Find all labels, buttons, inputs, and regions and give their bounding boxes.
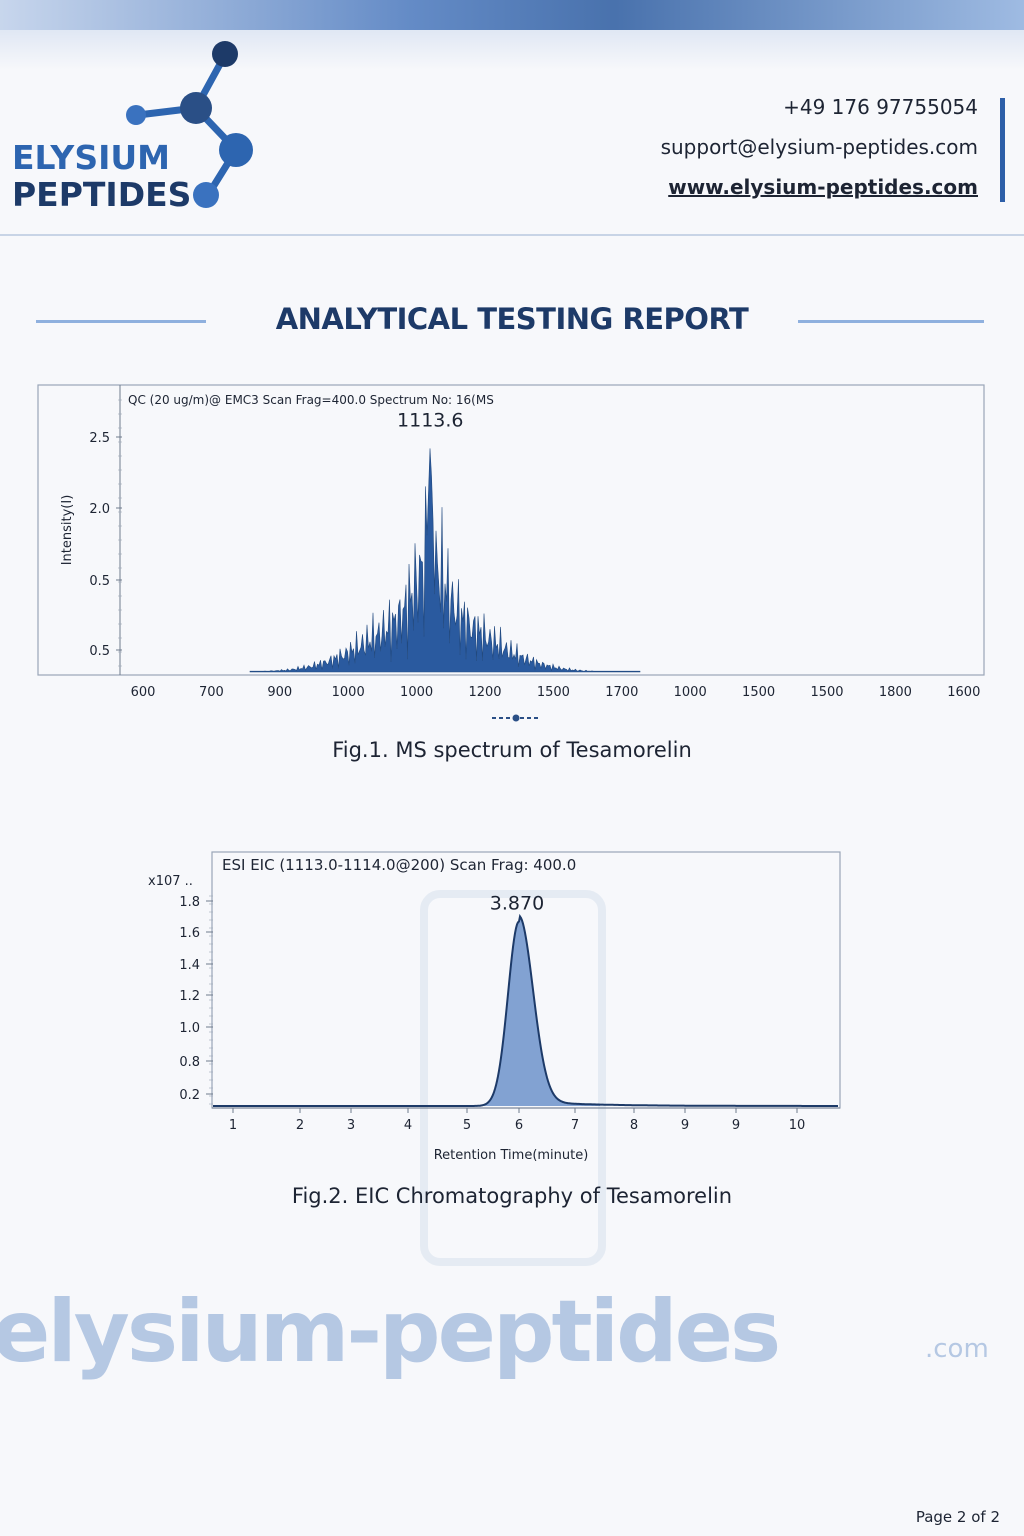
chart1-x-tick-label: 1700 (605, 685, 638, 700)
chart1-x-tick-label: 600 (131, 685, 156, 700)
contact-block: +49 176 97755054 support@elysium-peptide… (661, 92, 978, 212)
chart1-title: QC (20 ug/m)@ EMC3 Scan Frag=400.0 Spect… (128, 393, 494, 407)
chart1-x-tick-label: 900 (267, 685, 292, 700)
page-number: Page 2 of 2 (915, 1508, 1000, 1526)
chart1-x-tick-label: 1800 (879, 685, 912, 700)
eic-chromatogram-chart: ESI EIC (1113.0-1114.0@200) Scan Frag: 4… (148, 851, 841, 1163)
logo-atom (219, 133, 253, 167)
chart2-x-tick-label: 8 (630, 1118, 638, 1133)
brand-watermark: elysium-peptides .com (0, 1282, 1024, 1402)
chart1-y-axis-label: Intensity(I) (60, 495, 75, 566)
chart1-x-tick-label: 1500 (537, 685, 570, 700)
phone-number[interactable]: +49 176 97755054 (783, 95, 978, 119)
chart2-y-tick-label: 1.2 (179, 989, 200, 1004)
email-link[interactable]: support@elysium-peptides.com (660, 135, 978, 159)
chart2-x-tick-label: 2 (296, 1118, 304, 1133)
chart1-x-tick-label: 1000 (332, 685, 365, 700)
chart2-x-tick-label: 7 (571, 1118, 579, 1133)
logo-atom (212, 41, 238, 67)
ms-spectrum-chart: QC (20 ug/m)@ EMC3 Scan Frag=400.0 Spect… (37, 384, 985, 722)
chart1-y-tick-label: 2.0 (89, 502, 110, 517)
chart1-scroll-indicator-icon (492, 714, 540, 722)
chart2-x-tick-label: 10 (789, 1118, 806, 1133)
figure2-caption: Fig.2. EIC Chromatography of Tesamorelin (291, 1184, 733, 1208)
chart1-x-tick-label: 1200 (468, 685, 501, 700)
chart2-y-tick-label: 1.8 (179, 895, 200, 910)
figure1-caption: Fig.1. MS spectrum of Tesamorelin (332, 738, 692, 762)
logo-atom (126, 105, 146, 125)
chart2-peak-line (213, 913, 838, 1107)
header-band (0, 0, 1024, 30)
chart1-x-tick-label: 1500 (810, 685, 843, 700)
logo-text-line1: ELYSIUM (12, 138, 171, 177)
chart2-x-tick-label: 9 (681, 1118, 689, 1133)
title-rule-right (798, 320, 984, 323)
header-band-fade (0, 30, 1024, 70)
chart1-peak-label: 1113.6 (397, 409, 463, 431)
chart2-x-tick-label: 3 (347, 1118, 355, 1133)
watermark-text: elysium-peptides (0, 1282, 781, 1382)
chart2-x-tick-label: 4 (404, 1118, 412, 1133)
chart1-y-tick-label: 0.5 (89, 644, 110, 659)
chart2-y-tick-label: 0.2 (179, 1088, 200, 1103)
chart2-y-tick-label: 1.6 (179, 926, 200, 941)
chart1-x-tick-label: 1500 (742, 685, 775, 700)
logo-atom (180, 92, 212, 124)
background-vial-illustration (420, 890, 606, 1266)
chart2-x-tick-label: 6 (515, 1118, 523, 1133)
chart2-y-multiplier: x107 .. (148, 874, 193, 889)
header-divider (0, 234, 1024, 236)
contact-accent-bar (1000, 98, 1005, 202)
chart1-y-tick-label: 2.5 (89, 431, 110, 446)
chart1-x-tick-label: 1000 (400, 685, 433, 700)
chart1-frame (37, 384, 985, 676)
chart2-title: ESI EIC (1113.0-1114.0@200) Scan Frag: 4… (222, 856, 576, 874)
website-link[interactable]: www.elysium-peptides.com (668, 175, 978, 199)
chart2-y-tick-label: 1.4 (179, 958, 200, 973)
logo-text-line2: PEPTIDES (12, 175, 192, 214)
chart1-spectrum-trace (249, 448, 641, 673)
molecule-logo-icon (126, 41, 253, 208)
chart1-y-tick-label: 0.5 (89, 574, 110, 589)
chart2-x-axis-label: Retention Time(minute) (434, 1148, 589, 1163)
report-title: ANALYTICAL TESTING REPORT (0, 302, 1024, 336)
chart2-x-tick-label: 1 (229, 1118, 237, 1133)
chart2-y-tick-label: 1.0 (179, 1021, 200, 1036)
chart1-x-tick-label: 1600 (947, 685, 980, 700)
chart2-x-tick-label: 9 (732, 1118, 740, 1133)
chart2-y-tick-label: 0.8 (179, 1055, 200, 1070)
chart2-peak-label: 3.870 (490, 893, 544, 915)
logo-atom (193, 182, 219, 208)
watermark-suffix: .com (925, 1334, 989, 1364)
chart1-x-tick-label: 700 (199, 685, 224, 700)
chart2-x-tick-label: 5 (463, 1118, 471, 1133)
chart1-x-tick-label: 1000 (674, 685, 707, 700)
title-rule-left (36, 320, 206, 323)
